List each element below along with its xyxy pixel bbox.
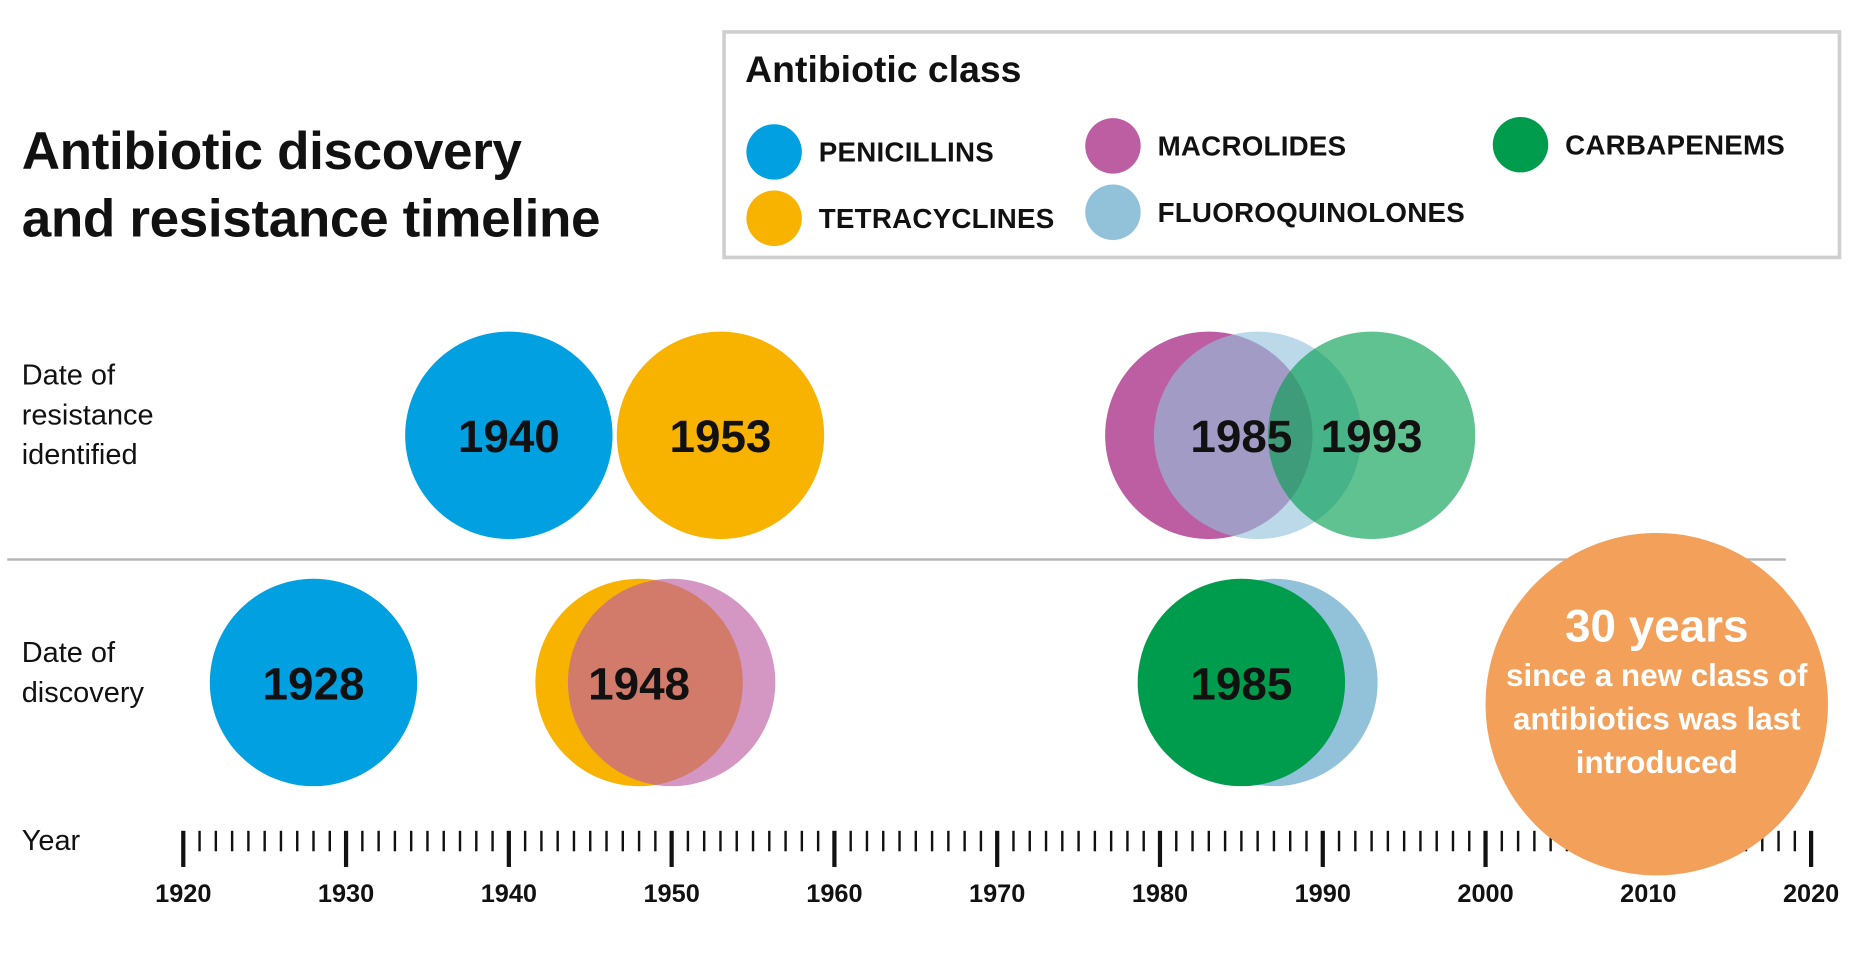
resistance-label-line-3: identified	[21, 438, 138, 472]
tick-label-2020: 2020	[1783, 880, 1839, 908]
tick-label-2000: 2000	[1457, 880, 1513, 908]
discovery-year-label: 1928	[263, 658, 365, 709]
tick-label-1930: 1930	[318, 880, 374, 908]
discovery-circle-macrolides	[567, 578, 776, 787]
legend-item-carbapenems: CARBAPENEMS	[1492, 116, 1786, 173]
legend: Antibiotic class PENICILLINS TETRACYCLIN…	[722, 30, 1842, 260]
page-title: Antibiotic discovery and resistance time…	[21, 118, 601, 253]
penicillins-swatch	[746, 124, 802, 180]
discovery-year-label: 1985	[1190, 658, 1292, 709]
resistance-year-label: 1985	[1190, 411, 1292, 462]
tick-label-1960: 1960	[806, 880, 862, 908]
legend-label-fluoroquinolones: FLUOROQUINOLONES	[1157, 195, 1465, 228]
resistance-year-label: 1940	[458, 411, 560, 462]
discovery-label-line-2: discovery	[21, 676, 144, 710]
tick-label-1920: 1920	[155, 880, 211, 908]
title-line-1: Antibiotic discovery	[21, 121, 522, 181]
resistance-label-line-1: Date of	[21, 359, 116, 392]
discovery-circle-carbapenems	[1137, 578, 1346, 787]
discovery-row-label: Date of discovery	[22, 633, 144, 713]
tick-label-1970: 1970	[969, 880, 1025, 908]
callout-headline: 30 years	[1565, 601, 1749, 653]
resistance-row-label: Date of resistance identified	[22, 356, 154, 475]
legend-title: Antibiotic class	[745, 48, 1022, 91]
title-line-2: and resistance timeline	[21, 189, 601, 249]
legend-item-fluoroquinolones: FLUOROQUINOLONES	[1085, 184, 1465, 240]
tick-label-1950: 1950	[643, 880, 699, 908]
macrolides-swatch	[1085, 118, 1141, 174]
callout-circle: 30 years since a new class of antibiotic…	[1485, 532, 1828, 876]
tick-label-1940: 1940	[481, 880, 537, 908]
discovery-circle-penicillins	[209, 578, 418, 787]
legend-label-tetracyclines: TETRACYCLINES	[818, 201, 1055, 234]
legend-label-carbapenems: CARBAPENEMS	[1565, 128, 1786, 160]
resistance-circle-carbapenems	[1267, 331, 1476, 539]
callout-text: since a new class of antibiotics was las…	[1506, 657, 1808, 781]
axis-label: Year	[21, 824, 81, 858]
fluoroquinolones-swatch	[1085, 184, 1141, 240]
resistance-year-label: 1993	[1321, 411, 1423, 462]
legend-label-penicillins: PENICILLINS	[818, 135, 994, 168]
tick-label-1980: 1980	[1132, 880, 1188, 908]
carbapenems-swatch	[1492, 116, 1549, 173]
resistance-circle-tetracyclines	[616, 331, 825, 539]
discovery-label-line-1: Date of	[21, 636, 116, 670]
legend-item-tetracyclines: TETRACYCLINES	[746, 190, 1055, 246]
resistance-year-label: 1953	[670, 411, 772, 462]
tetracyclines-swatch	[746, 190, 802, 246]
resistance-circle-penicillins	[405, 331, 613, 539]
discovery-year-label: 1948	[588, 658, 690, 709]
legend-label-macrolides: MACROLIDES	[1157, 129, 1347, 161]
tick-label-1990: 1990	[1295, 880, 1351, 908]
legend-item-macrolides: MACROLIDES	[1085, 118, 1347, 174]
legend-item-penicillins: PENICILLINS	[746, 124, 994, 180]
row-divider	[7, 558, 1786, 561]
resistance-label-line-2: resistance	[21, 399, 154, 432]
tick-label-2010: 2010	[1620, 880, 1676, 908]
